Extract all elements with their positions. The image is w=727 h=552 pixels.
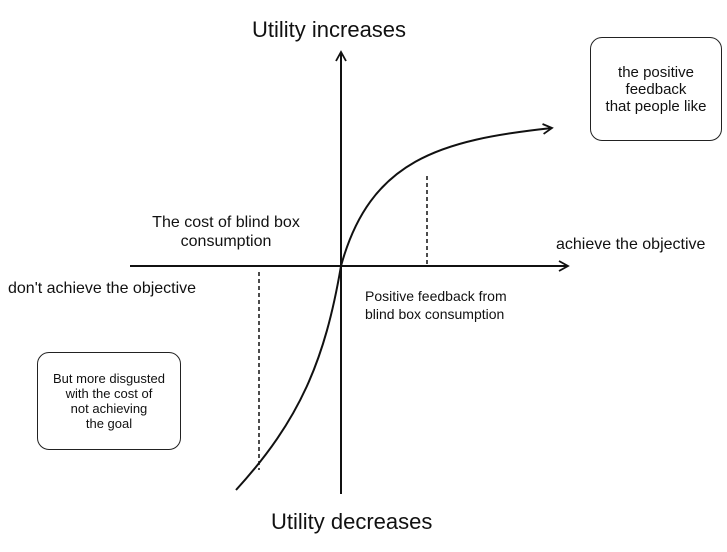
achieve-objective-label: achieve the objective (556, 236, 706, 253)
not-achieve-objective-label: don't achieve the objective (8, 280, 197, 297)
disgusted-box-line-4: the goal (85, 416, 133, 431)
positive-box-line-2: feedback (625, 80, 687, 98)
positive-box-line-1: the positive (618, 63, 694, 81)
disgusted-box-line-3: not achieving (70, 401, 148, 416)
cost-label: The cost of blind box consumption (136, 214, 316, 252)
positive-box-line-3: that people like (605, 97, 707, 115)
disgusted-box-line-1: But more disgusted (52, 371, 165, 386)
utility-curve (235, 123, 554, 491)
feedback-label-line-1: Positive feedback from (365, 288, 507, 304)
disgusted-cost-box: But more disgusted with the cost of not … (37, 352, 181, 450)
cost-label-line-1: The cost of blind box (152, 214, 300, 231)
feedback-label: Positive feedback from blind box consump… (365, 288, 507, 322)
feedback-label-line-2: blind box consumption (365, 306, 505, 323)
utility-decreases-label: Utility decreases (271, 509, 433, 534)
cost-label-line-2: consumption (180, 233, 272, 251)
positive-feedback-box: the positive feedback that people like (590, 37, 722, 141)
disgusted-box-line-2: with the cost of (65, 386, 153, 401)
utility-increases-label: Utility increases (252, 17, 407, 42)
